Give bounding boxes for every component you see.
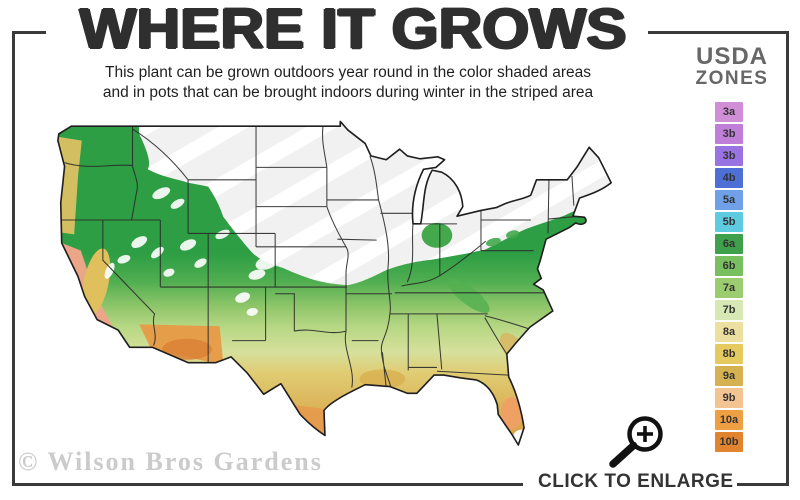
subtitle-line-1: This plant can be grown outdoors year ro… [105, 64, 591, 81]
legend-zone-chip: 8a [715, 322, 743, 342]
frame-bottom-right-segment [737, 483, 789, 486]
legend-zone-chip: 6b [715, 256, 743, 276]
legend-zone-chip: 10a [715, 410, 743, 430]
legend-title-zones: ZONES [695, 68, 769, 89]
frame-bottom-left-segment [12, 483, 523, 486]
legend-zones: 3a 3b 3b 4b 5a 5b 6a 6b 7a 7b 8a 8b 9a 9b 10a 10b [715, 102, 743, 454]
legend-zone-chip: 10b [715, 432, 743, 452]
legend-title-usda: USDA [695, 43, 768, 70]
legend-zone-chip: 3b [715, 146, 743, 166]
legend-zone-chip: 7b [715, 300, 743, 320]
subtitle-line-2: and in pots that can be brought indoors … [102, 83, 594, 101]
legend-zone-chip: 5a [715, 190, 743, 210]
legend-zone-chip: 4b [715, 168, 743, 188]
frame-left-line [12, 31, 15, 486]
frame-top-left-segment [12, 31, 46, 34]
legend-zone-chip: 5b [715, 212, 743, 232]
click-to-enlarge-label[interactable]: CLICK TO ENLARGE [538, 471, 734, 492]
legend-zone-chip: 3b [715, 124, 743, 144]
us-zones-map[interactable] [55, 112, 615, 464]
legend-zone-chip: 9b [715, 388, 743, 408]
legend-zone-chip: 7a [715, 278, 743, 298]
legend-zone-chip: 8b [715, 344, 743, 364]
subtitle: This plant can be grown outdoors year ro… [45, 63, 651, 102]
legend-zone-chip: 6a [715, 234, 743, 254]
legend-zone-chip: 3a [715, 102, 743, 122]
legend-title: USDA ZONES [672, 44, 792, 89]
magnifier-zoom-in-icon[interactable] [600, 406, 670, 470]
page-title: WHERE IT GROWS [79, 0, 627, 61]
watermark: © Wilson Bros Gardens [18, 447, 323, 476]
frame-right-line [786, 31, 789, 486]
legend-zone-chip: 9a [715, 366, 743, 386]
frame-top-right-segment [648, 31, 789, 34]
